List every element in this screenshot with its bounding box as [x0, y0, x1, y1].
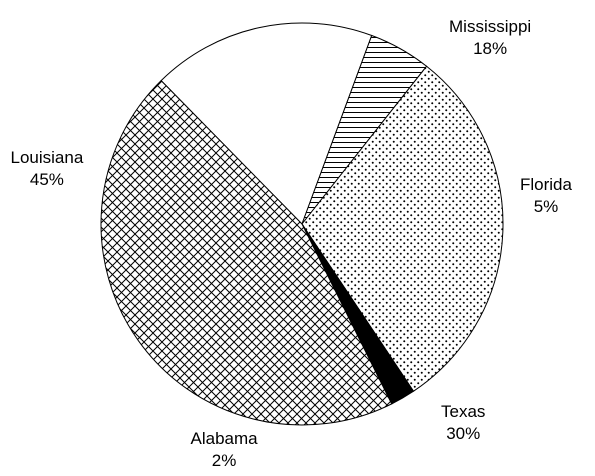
slice-percent-louisiana: 45% [29, 170, 64, 189]
slice-name-texas: Texas [441, 402, 486, 421]
slice-label-mississippi: Mississippi 18% [449, 16, 531, 60]
slice-name-alabama: Alabama [190, 429, 258, 448]
slice-percent-mississippi: 18% [473, 39, 508, 58]
slice-percent-alabama: 2% [211, 451, 237, 470]
pie-slice-louisiana [100, 79, 393, 426]
slice-label-texas: Texas 30% [441, 401, 485, 445]
slice-name-louisiana: Louisiana [10, 148, 84, 167]
slice-label-alabama: Alabama 2% [191, 428, 258, 472]
slice-percent-texas: 30% [446, 424, 481, 443]
slice-name-mississippi: Mississippi [449, 17, 532, 36]
slice-label-florida: Florida 5% [520, 174, 572, 218]
pie-slice-mississippi [160, 22, 373, 225]
slice-label-louisiana: Louisiana 45% [11, 147, 84, 191]
slice-percent-florida: 5% [533, 197, 559, 216]
pie-slice-texas [301, 65, 504, 392]
slice-name-florida: Florida [520, 175, 572, 194]
pie-slices [100, 22, 504, 426]
